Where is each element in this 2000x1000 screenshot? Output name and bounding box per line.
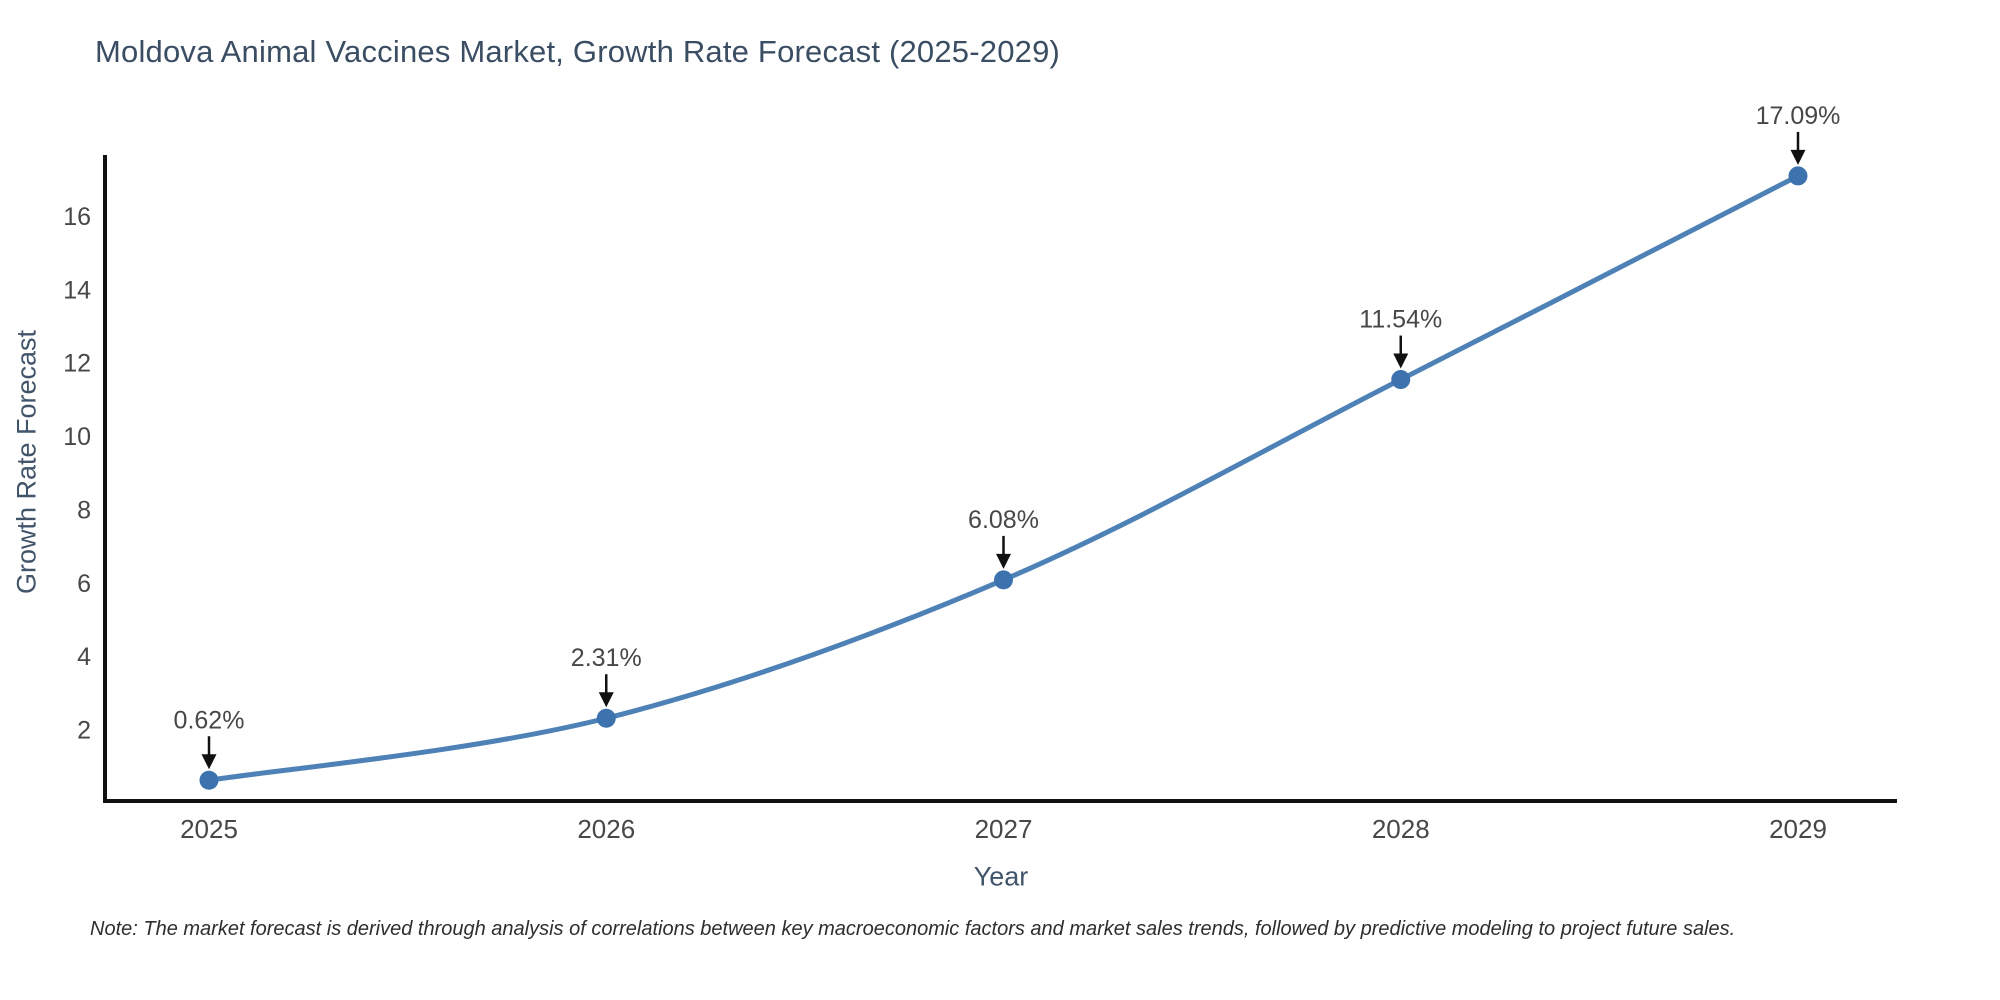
point-value-label: 11.54% (1359, 306, 1442, 334)
annotation-arrowhead-icon (1790, 149, 1806, 165)
chart-title: Moldova Animal Vaccines Market, Growth R… (95, 34, 1061, 69)
x-tick-label: 2027 (975, 814, 1033, 844)
annotation-arrowhead-icon (201, 754, 217, 770)
annotation-arrowhead-icon (598, 692, 614, 708)
data-point-marker (596, 708, 616, 728)
y-tick-label: 12 (63, 350, 91, 378)
y-tick-label: 2 (77, 717, 91, 745)
data-point-marker (1788, 166, 1808, 186)
x-tick-label: 2026 (577, 814, 635, 844)
y-tick-label: 4 (77, 643, 91, 671)
y-tick-label: 10 (63, 423, 91, 451)
x-tick-label: 2025 (180, 814, 238, 844)
data-point-marker (199, 770, 219, 790)
y-tick-label: 16 (63, 203, 91, 231)
y-tick-label: 14 (63, 276, 91, 304)
y-tick-label: 6 (77, 570, 91, 598)
point-value-label: 0.62% (174, 706, 245, 734)
x-tick-label: 2029 (1769, 814, 1827, 844)
y-tick-label: 8 (77, 496, 91, 524)
annotation-arrowhead-icon (1393, 353, 1409, 369)
data-point-marker (1391, 370, 1411, 390)
annotation-arrowhead-icon (996, 553, 1011, 569)
point-value-label: 2.31% (571, 644, 642, 672)
chart-note: Note: The market forecast is derived thr… (90, 918, 1736, 940)
point-value-label: 6.08% (968, 506, 1039, 534)
y-axis-title: Growth Rate Forecast (11, 329, 42, 595)
data-point-marker (994, 570, 1013, 590)
series-line (206, 173, 1801, 783)
x-axis-title: Year (973, 861, 1029, 892)
point-value-label: 17.09% (1756, 102, 1841, 130)
x-tick-label: 2028 (1372, 814, 1430, 844)
